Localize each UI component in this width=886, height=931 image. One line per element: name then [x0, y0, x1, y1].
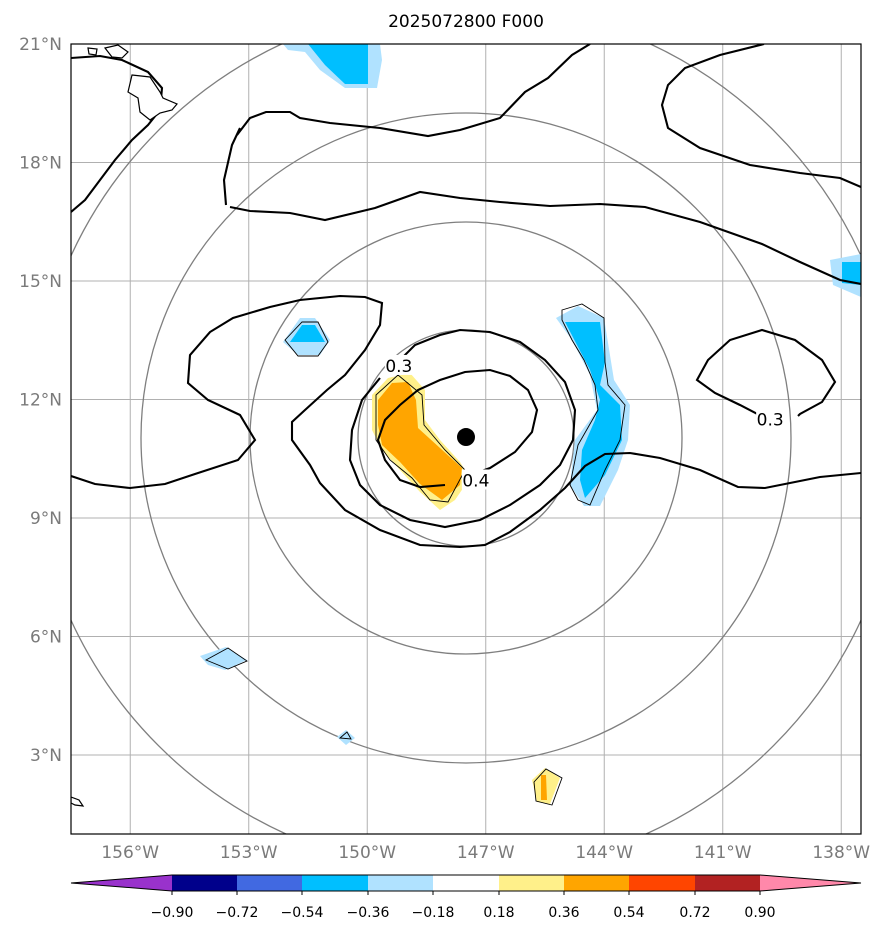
colorbar-tick-label: −0.36 [347, 905, 390, 921]
x-tick-label: 150°W [338, 843, 396, 863]
colorbar-tick-label: 0.90 [744, 905, 775, 921]
colorbar-box [433, 875, 499, 891]
colorbar-tick-label: −0.54 [281, 905, 324, 921]
contour-line [229, 190, 861, 286]
colorbar-box [629, 875, 695, 891]
thin-contour [561, 303, 626, 506]
x-axis-ticks: 156°W 153°W 150°W 147°W 144°W 141°W 138°W [101, 843, 870, 863]
colorbar-tick-label: −0.90 [151, 905, 194, 921]
colorbar-box [172, 875, 237, 891]
y-tick-label: 21°N [19, 35, 62, 55]
contour-line [222, 127, 241, 206]
contour-line [660, 44, 861, 188]
contour-line [236, 44, 591, 138]
contour-line [376, 368, 539, 489]
neg-region [308, 44, 368, 84]
neg-region [842, 262, 861, 285]
range-ring [249, 221, 683, 655]
colorbar-tick-label: 0.36 [548, 905, 579, 921]
y-tick-label: 15°N [19, 272, 62, 292]
x-tick-label: 138°W [812, 843, 870, 863]
colorbar-extend-low-fill [71, 875, 172, 891]
thin-contour [284, 321, 329, 357]
figure-title: 2025072800 F000 [388, 12, 544, 32]
contour-line [695, 328, 837, 419]
contour-labels: 0.3 0.4 0.3 [384, 354, 785, 491]
pos-region [378, 382, 462, 500]
colorbar-tick-label: −0.72 [216, 905, 259, 921]
contour-label-bg [461, 469, 490, 490]
contour-line [71, 294, 861, 549]
x-tick-label: 144°W [575, 843, 633, 863]
island [71, 796, 85, 807]
contour-label-bg [384, 354, 413, 375]
colorbar-extend-high [760, 875, 861, 891]
thin-contour [533, 768, 563, 806]
pos-region [541, 775, 547, 800]
y-tick-label: 9°N [30, 509, 62, 529]
y-tick-label: 3°N [30, 746, 62, 766]
x-tick-label: 147°W [457, 843, 515, 863]
thin-contours [204, 303, 626, 806]
y-axis-ticks: 21°N 18°N 15°N 12°N 9°N 6°N 3°N [19, 35, 62, 766]
contour-label: 0.3 [385, 357, 412, 377]
map-frame [70, 43, 862, 835]
contour-label-bg [756, 408, 785, 429]
thick-contours [71, 44, 861, 549]
colorbar-box [237, 875, 302, 891]
colorbar-tick-label: 0.18 [483, 905, 514, 921]
island [127, 74, 178, 121]
contour-line [348, 328, 577, 529]
colorbar-box [695, 875, 760, 891]
neg-region [290, 325, 325, 342]
colorbar-box [564, 875, 629, 891]
x-tick-label: 141°W [694, 843, 752, 863]
neg-region [337, 730, 355, 745]
range-ring [140, 112, 792, 764]
thin-contour [204, 647, 248, 670]
x-tick-label: 153°W [220, 843, 278, 863]
thin-contour [375, 374, 466, 503]
y-tick-label: 6°N [30, 628, 62, 648]
colorbar-box [302, 875, 368, 891]
thin-contour [338, 731, 352, 740]
colorbar: −0.90 −0.72 −0.54 −0.36 −0.18 0.18 0.36 0.54 0.7… [70, 874, 862, 921]
y-tick-label: 18°N [19, 154, 62, 174]
islands [71, 44, 178, 807]
x-tick-label: 156°W [101, 843, 159, 863]
colorbar-box [499, 875, 564, 891]
colorbar-box [368, 875, 433, 891]
y-tick-label: 12°N [19, 391, 62, 411]
map-area: 0.3 0.4 0.3 [71, 44, 861, 834]
contour-label: 0.4 [462, 471, 489, 491]
colorbar-tick-label: 0.72 [679, 905, 710, 921]
storm-center-marker [457, 428, 475, 447]
contour-label: 0.3 [757, 410, 784, 430]
island [87, 47, 98, 56]
colorbar-tick-label: −0.18 [412, 905, 455, 921]
island [103, 44, 129, 59]
colorbar-tick-label: 0.54 [613, 905, 644, 921]
